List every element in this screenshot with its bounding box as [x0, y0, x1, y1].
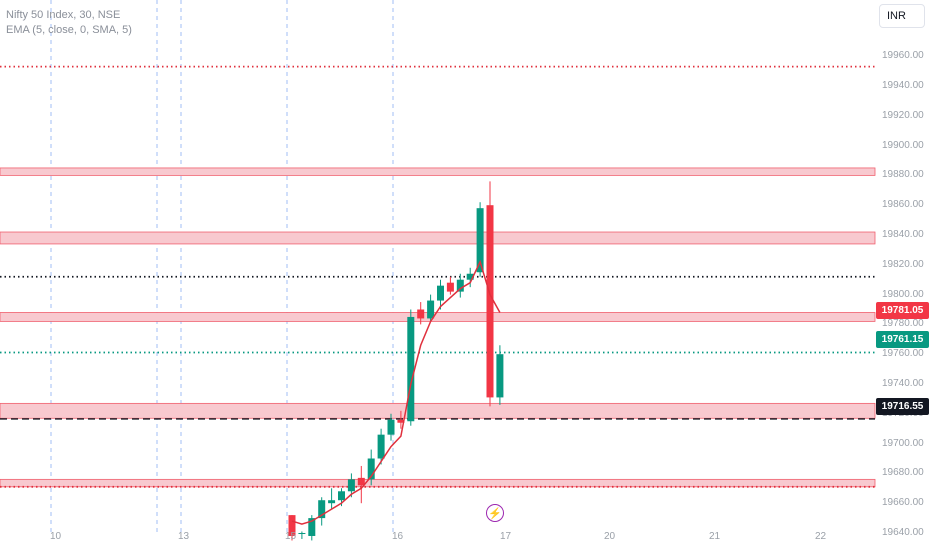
price-tick-label: 19680.00	[882, 467, 924, 479]
lightning-icon[interactable]: ⚡	[486, 504, 504, 522]
candle-body	[496, 354, 504, 398]
price-tick-label: 19760.00	[882, 348, 924, 360]
candle-body	[466, 273, 474, 280]
time-tick-label: 21	[709, 531, 721, 542]
candle	[357, 465, 365, 504]
time-tick-label: 16	[392, 531, 404, 542]
candle	[318, 497, 326, 526]
candle-body	[347, 479, 355, 492]
time-tick-label: 13	[178, 531, 190, 542]
candle	[407, 309, 415, 426]
ema-line	[291, 259, 501, 525]
candle-body	[456, 279, 464, 292]
candle-body	[357, 477, 365, 486]
candles	[288, 181, 504, 541]
indicator-line[interactable]: EMA (5, close, 0, SMA, 5)	[6, 24, 132, 36]
price-zone	[0, 402, 876, 419]
candle-body	[328, 500, 336, 504]
price-tag-resistance: 19781.05	[876, 302, 929, 319]
candle-body	[377, 434, 385, 459]
price-tick-label: 19840.00	[882, 229, 924, 240]
candle	[308, 515, 316, 541]
candle-body	[407, 316, 415, 422]
candle-body	[338, 491, 345, 501]
chart-legend: Nifty 50 Index, 30, NSE EMA (5, close, 0…	[6, 8, 132, 38]
time-tick-label: 20	[604, 531, 616, 542]
symbol-line: Nifty 50 Index, 30, NSE	[6, 9, 121, 21]
price-tick-label: 19940.00	[882, 80, 924, 91]
time-tick-label: 15	[285, 531, 297, 542]
candle	[456, 273, 464, 298]
price-tick-label: 19660.00	[882, 497, 924, 509]
price-tick-label: 19780.00	[882, 318, 924, 330]
candle-body	[288, 515, 296, 536]
candle	[387, 413, 395, 441]
currency-button[interactable]: INR	[879, 4, 925, 28]
candle	[298, 531, 306, 539]
candle-body	[397, 419, 405, 423]
price-tick-label: 19960.00	[882, 50, 924, 62]
candle	[466, 267, 474, 288]
candle-body	[298, 533, 306, 534]
candle	[347, 473, 355, 498]
candle-body	[437, 285, 444, 301]
vertical-grid	[50, 0, 394, 533]
candle-body	[476, 208, 484, 273]
candle	[417, 302, 425, 325]
candle-body	[318, 500, 326, 519]
candle	[328, 488, 336, 510]
candle	[367, 449, 375, 486]
price-tick-label: 19640.00	[882, 527, 924, 538]
candle	[446, 276, 454, 295]
candle	[397, 410, 405, 429]
candle-body	[308, 518, 316, 536]
candle-body	[387, 419, 395, 435]
price-tick-label: 19740.00	[882, 378, 924, 389]
price-tick-label: 19920.00	[882, 109, 924, 121]
time-tick-label: 22	[815, 531, 827, 542]
candle	[437, 279, 444, 310]
candle-body	[427, 300, 435, 319]
price-zone	[0, 231, 876, 245]
candle	[496, 345, 504, 405]
price-zones	[0, 167, 876, 488]
candle	[288, 515, 296, 541]
candle-body	[367, 458, 375, 480]
time-tick-label: 17	[500, 531, 512, 542]
time-tick-label: 10	[50, 531, 62, 542]
price-zone	[0, 167, 876, 176]
candle	[427, 294, 435, 322]
price-tick-label: 19700.00	[882, 437, 924, 449]
candle-body	[446, 282, 454, 292]
price-tick-label: 19880.00	[882, 169, 924, 181]
candle	[377, 428, 385, 465]
price-tick-label: 19900.00	[882, 139, 924, 151]
price-tick-label: 19800.00	[882, 288, 924, 300]
horizontal-levels	[0, 65, 875, 488]
price-tag-last: 19761.15	[876, 331, 929, 348]
price-tick-label: 19820.00	[882, 258, 924, 270]
candle-body	[417, 309, 425, 319]
candle-body	[486, 205, 494, 398]
price-zone	[0, 312, 876, 322]
price-zone	[0, 478, 876, 488]
price-tag-support: 19716.55	[876, 398, 929, 415]
price-tick-label: 19860.00	[882, 199, 924, 211]
